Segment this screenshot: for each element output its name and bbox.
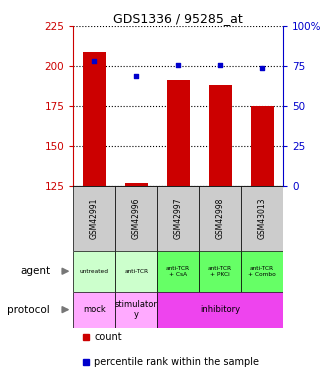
Bar (73, 251, 115, 291)
Bar (73, 291, 115, 328)
Point (217, 62, 223, 68)
Bar (208, 85, 232, 186)
Bar (199, 186, 241, 251)
Bar (241, 186, 283, 251)
Text: untreated: untreated (80, 269, 109, 274)
Bar (83, 52, 106, 186)
Title: GDS1336 / 95285_at: GDS1336 / 95285_at (113, 12, 243, 25)
Text: percentile rank within the sample: percentile rank within the sample (94, 357, 259, 367)
Bar (241, 251, 283, 291)
Text: GSM42991: GSM42991 (90, 198, 99, 239)
Text: protocol: protocol (7, 304, 50, 315)
Bar (199, 251, 241, 291)
Point (259, 65, 265, 71)
Text: anti-TCR
+ Combo: anti-TCR + Combo (248, 266, 276, 277)
Bar (157, 186, 199, 251)
Text: GSM43013: GSM43013 (257, 198, 267, 239)
Point (92, 58, 97, 64)
Text: inhibitory: inhibitory (200, 305, 240, 314)
Point (175, 62, 181, 68)
Bar (115, 186, 157, 251)
Bar (73, 186, 115, 251)
Bar (157, 251, 199, 291)
Text: count: count (94, 332, 122, 342)
Text: anti-TCR
+ PKCi: anti-TCR + PKCi (208, 266, 232, 277)
Text: stimulator
y: stimulator y (115, 300, 158, 320)
Point (134, 73, 139, 79)
Text: mock: mock (83, 305, 106, 314)
Text: GSM42996: GSM42996 (132, 198, 141, 239)
Bar (250, 106, 274, 186)
Text: anti-TCR: anti-TCR (124, 269, 148, 274)
Bar (166, 81, 190, 186)
Text: anti-TCR
+ CsA: anti-TCR + CsA (166, 266, 190, 277)
Text: GSM42998: GSM42998 (215, 198, 225, 239)
Bar (125, 183, 148, 186)
Text: GSM42997: GSM42997 (173, 198, 183, 239)
Bar (115, 251, 157, 291)
Bar (115, 291, 157, 328)
Text: agent: agent (20, 266, 50, 276)
Bar (157, 291, 283, 328)
